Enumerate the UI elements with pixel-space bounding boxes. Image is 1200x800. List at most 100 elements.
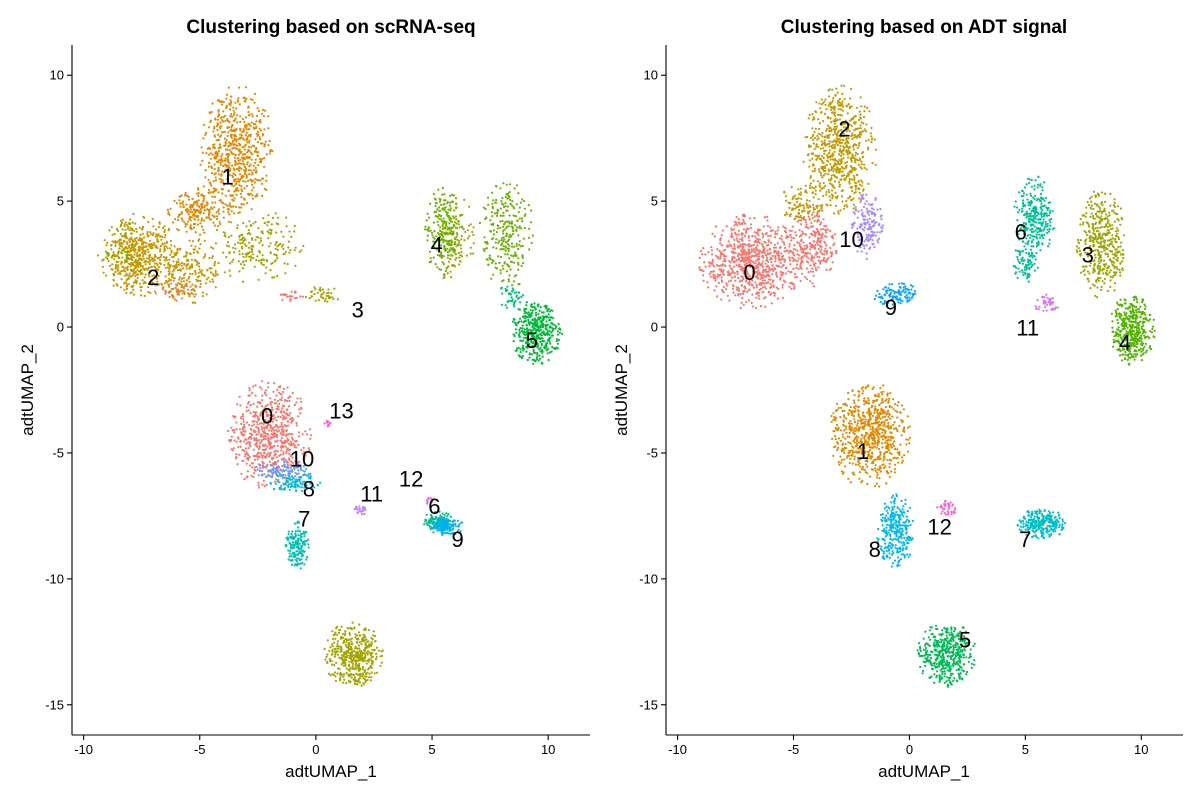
data-point [157,240,160,243]
data-point [120,221,124,224]
data-point [305,558,308,561]
data-point [134,222,137,225]
data-point [178,199,181,202]
data-point [454,238,457,241]
data-point [274,449,278,452]
data-point [102,271,105,274]
data-point [183,285,186,288]
data-point [237,167,241,170]
data-point [453,194,456,197]
data-point [237,97,240,100]
data-point [251,194,254,197]
data-point [291,391,294,395]
data-point [356,673,359,676]
data-point [278,391,281,394]
data-point [227,131,230,134]
data-point [226,178,229,181]
data-point [191,288,194,291]
data-point [213,168,216,171]
data-point [739,306,742,309]
data-point [249,403,252,407]
data-point [540,319,543,323]
data-point [495,238,498,241]
data-point [241,131,244,134]
data-point [111,263,114,266]
data-point [227,211,230,214]
scatter-points [698,84,1156,688]
data-point [265,465,268,468]
data-point [293,536,296,539]
data-point [524,213,527,216]
data-point [187,213,190,216]
data-point [245,128,248,131]
data-point [274,411,278,414]
data-point [286,539,289,542]
data-point [294,534,297,537]
data-point [733,238,736,241]
data-point [228,153,231,156]
data-point [348,665,351,668]
data-point [438,209,441,212]
data-point [276,274,279,278]
data-point [142,282,145,285]
data-point [264,443,267,446]
data-point [117,272,120,275]
data-point [443,274,446,277]
data-point [290,547,293,550]
data-point [502,182,505,185]
data-point [242,96,245,99]
data-point [229,114,232,118]
data-point [714,225,718,228]
data-point [509,260,512,263]
data-point [198,275,201,278]
data-point [242,420,245,423]
data-point [183,194,186,197]
data-point [351,662,354,666]
data-point [197,214,200,218]
cluster-2-points [96,215,219,304]
data-point [202,137,205,140]
data-point [515,242,518,245]
data-point [340,650,343,653]
data-point [518,225,521,228]
data-point [294,543,297,546]
data-point [245,225,248,228]
data-point [340,663,343,666]
data-point [242,260,245,263]
data-point [232,114,235,117]
data-point [242,163,245,166]
data-point [319,481,322,484]
data-point [233,128,236,131]
data-point [369,658,372,661]
data-point [168,258,171,261]
data-point [243,440,246,443]
data-point [453,265,456,268]
data-point [167,285,171,288]
data-point [232,172,235,175]
data-point [285,452,288,455]
data-point [287,530,290,533]
data-point [249,163,252,166]
data-point [171,221,175,224]
data-point [525,301,528,304]
data-point [267,214,270,217]
data-point [280,393,283,396]
data-point [716,248,719,251]
data-point [188,280,191,283]
data-point [133,253,136,256]
data-point [123,288,126,291]
data-point [485,242,488,245]
data-point [276,407,279,411]
data-point [172,255,175,259]
data-point [117,256,120,259]
data-point [256,405,259,408]
data-point [269,451,272,454]
data-point [445,512,448,515]
data-point [110,243,113,246]
cluster-label-7: 7 [298,507,310,532]
data-point [113,258,116,261]
data-point [249,427,252,430]
data-point [502,267,505,270]
data-point [133,247,136,250]
data-point [233,156,236,159]
